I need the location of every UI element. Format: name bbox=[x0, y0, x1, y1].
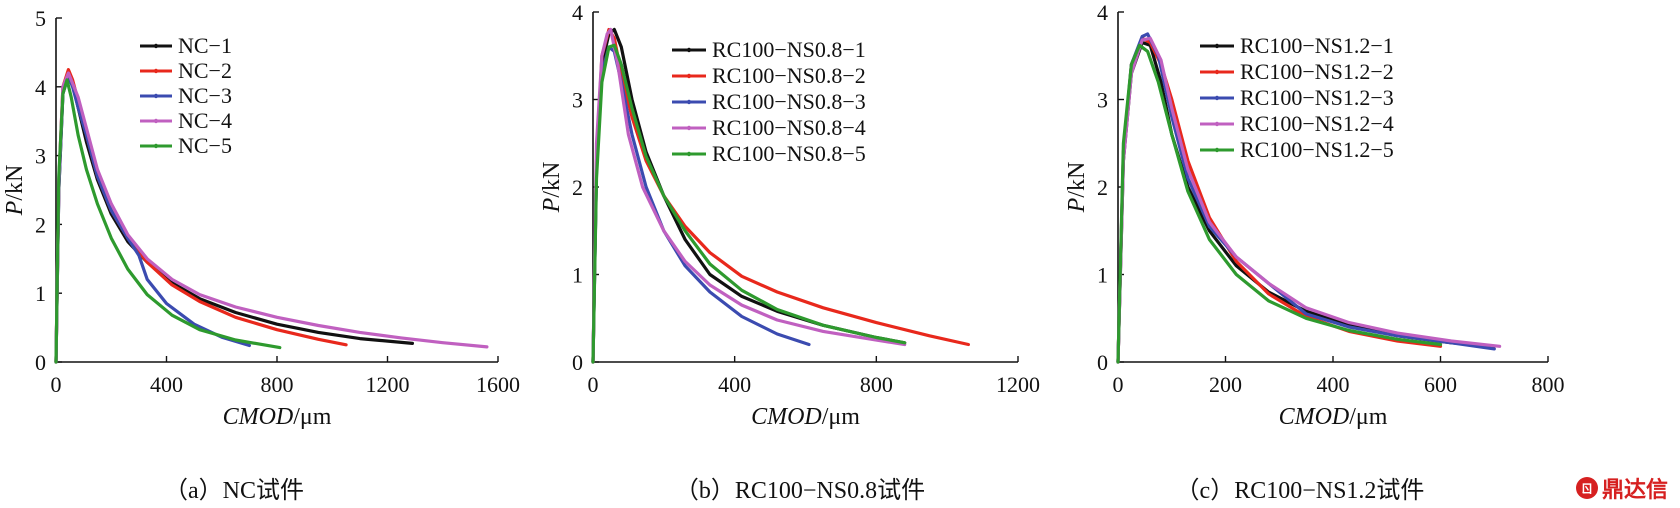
series-line-4 bbox=[1116, 36, 1502, 364]
x-tick-label: 0 bbox=[1113, 372, 1124, 397]
y-tick-label: 0 bbox=[35, 350, 46, 375]
x-tick-label: 0 bbox=[51, 372, 62, 397]
legend-label: RC100−NS0.8−4 bbox=[712, 115, 866, 140]
series-line-4 bbox=[54, 71, 489, 364]
y-axis-label: P/kN bbox=[1064, 162, 1090, 214]
legend-marker bbox=[153, 143, 159, 149]
y-tick-label: 1 bbox=[1097, 263, 1108, 288]
legend-label: NC−4 bbox=[178, 108, 232, 133]
watermark-text: 鼎达信 bbox=[1601, 478, 1668, 503]
legend-marker bbox=[153, 93, 159, 99]
y-tick-label: 3 bbox=[1097, 88, 1108, 113]
legend-marker bbox=[686, 151, 692, 157]
y-tick-label: 3 bbox=[35, 144, 46, 169]
legend-label: RC100−NS1.2−2 bbox=[1240, 59, 1394, 84]
x-tick-label: 1600 bbox=[476, 372, 520, 397]
x-tick-label: 200 bbox=[1209, 372, 1242, 397]
x-tick-label: 0 bbox=[588, 372, 599, 397]
series-line-1 bbox=[54, 71, 414, 364]
y-axis-label: P/kN bbox=[539, 162, 565, 214]
x-tick-label: 600 bbox=[1424, 372, 1457, 397]
y-tick-label: 0 bbox=[1097, 350, 1108, 375]
x-tick-label: 800 bbox=[860, 372, 893, 397]
chart-panel-3: 0 200 400 600 800 0 1 2 3 4 CMOD/μm P/kN RC100−NS1.2… bbox=[1064, 0, 1565, 504]
chart-panel-2: 0 400 800 1200 0 1 2 3 4 CMOD/μm P/kN RC100−NS0.8−1… bbox=[539, 0, 1040, 504]
legend-label: RC100−NS1.2−4 bbox=[1240, 111, 1394, 136]
series-line-4 bbox=[591, 27, 907, 364]
y-tick-label: 1 bbox=[572, 263, 583, 288]
x-tick-label: 1200 bbox=[996, 372, 1040, 397]
legend-marker bbox=[686, 73, 692, 79]
legend-label: NC−3 bbox=[178, 83, 232, 108]
y-tick-label: 4 bbox=[1097, 0, 1108, 25]
x-tick-label: 1200 bbox=[366, 372, 410, 397]
legend-label: RC100−NS0.8−2 bbox=[712, 63, 866, 88]
y-tick-label: 3 bbox=[572, 88, 583, 113]
y-tick-label: 5 bbox=[35, 6, 46, 31]
legend-marker bbox=[1214, 69, 1220, 75]
legend-label: RC100−NS0.8−5 bbox=[712, 141, 866, 166]
legend-marker bbox=[686, 47, 692, 53]
series-line-5 bbox=[591, 43, 907, 364]
x-axis-label: CMOD/μm bbox=[751, 404, 860, 430]
legend-marker bbox=[153, 43, 159, 49]
legend-label: NC−5 bbox=[178, 133, 232, 158]
legend-marker bbox=[1214, 43, 1220, 49]
watermark-logo-icon: ㄖ bbox=[1575, 477, 1598, 499]
legend-label: RC100−NS0.8−1 bbox=[712, 37, 866, 62]
y-axis-label: P/kN bbox=[2, 165, 28, 217]
series-line-5 bbox=[1116, 43, 1443, 364]
x-tick-label: 800 bbox=[261, 372, 294, 397]
figure-caption: （a）NC试件 bbox=[164, 477, 304, 504]
y-tick-label: 4 bbox=[572, 0, 583, 25]
legend-marker bbox=[153, 68, 159, 74]
figure-caption: （c）RC100−NS1.2试件 bbox=[1176, 477, 1425, 504]
x-axis-label: CMOD/μm bbox=[1279, 404, 1388, 430]
legend-marker bbox=[686, 99, 692, 105]
x-tick-label: 400 bbox=[1317, 372, 1350, 397]
chart-panel-1: 0 400 800 1200 1600 0 1 2 3 4 5 CMOD/μm P/kN NC−1NC−2… bbox=[2, 6, 520, 504]
legend-label: RC100−NS1.2−5 bbox=[1240, 137, 1394, 162]
x-tick-label: 400 bbox=[718, 372, 751, 397]
legend-marker bbox=[686, 125, 692, 131]
watermark: ㄖ 鼎达信 bbox=[1575, 472, 1668, 504]
legend-label: NC−1 bbox=[178, 33, 232, 58]
x-tick-label: 800 bbox=[1532, 372, 1565, 397]
legend-marker bbox=[153, 118, 159, 124]
legend-marker bbox=[1214, 121, 1220, 127]
series-line-5 bbox=[54, 78, 282, 364]
figure-caption: （b）RC100−NS0.8试件 bbox=[675, 477, 925, 504]
x-axis-label: CMOD/μm bbox=[223, 404, 332, 430]
legend-label: RC100−NS0.8−3 bbox=[712, 89, 866, 114]
legend-marker bbox=[1214, 147, 1220, 153]
y-tick-label: 2 bbox=[35, 212, 46, 237]
y-tick-label: 1 bbox=[35, 281, 46, 306]
legend-marker bbox=[1214, 95, 1220, 101]
legend-label: NC−2 bbox=[178, 58, 232, 83]
x-tick-label: 400 bbox=[150, 372, 183, 397]
y-tick-label: 2 bbox=[572, 175, 583, 200]
legend-label: RC100−NS1.2−3 bbox=[1240, 85, 1394, 110]
y-tick-label: 0 bbox=[572, 350, 583, 375]
legend-label: RC100−NS1.2−1 bbox=[1240, 33, 1394, 58]
y-tick-label: 2 bbox=[1097, 175, 1108, 200]
y-tick-label: 4 bbox=[35, 75, 46, 100]
